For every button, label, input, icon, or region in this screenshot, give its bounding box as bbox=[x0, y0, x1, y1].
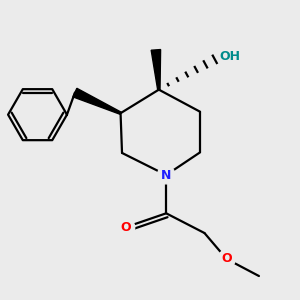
Polygon shape bbox=[151, 50, 160, 90]
Circle shape bbox=[158, 166, 175, 184]
Text: N: N bbox=[161, 169, 171, 182]
Circle shape bbox=[218, 250, 236, 268]
Text: O: O bbox=[221, 252, 232, 266]
Polygon shape bbox=[73, 88, 121, 114]
Text: OH: OH bbox=[219, 50, 240, 63]
Circle shape bbox=[117, 218, 135, 236]
Text: O: O bbox=[121, 220, 131, 234]
